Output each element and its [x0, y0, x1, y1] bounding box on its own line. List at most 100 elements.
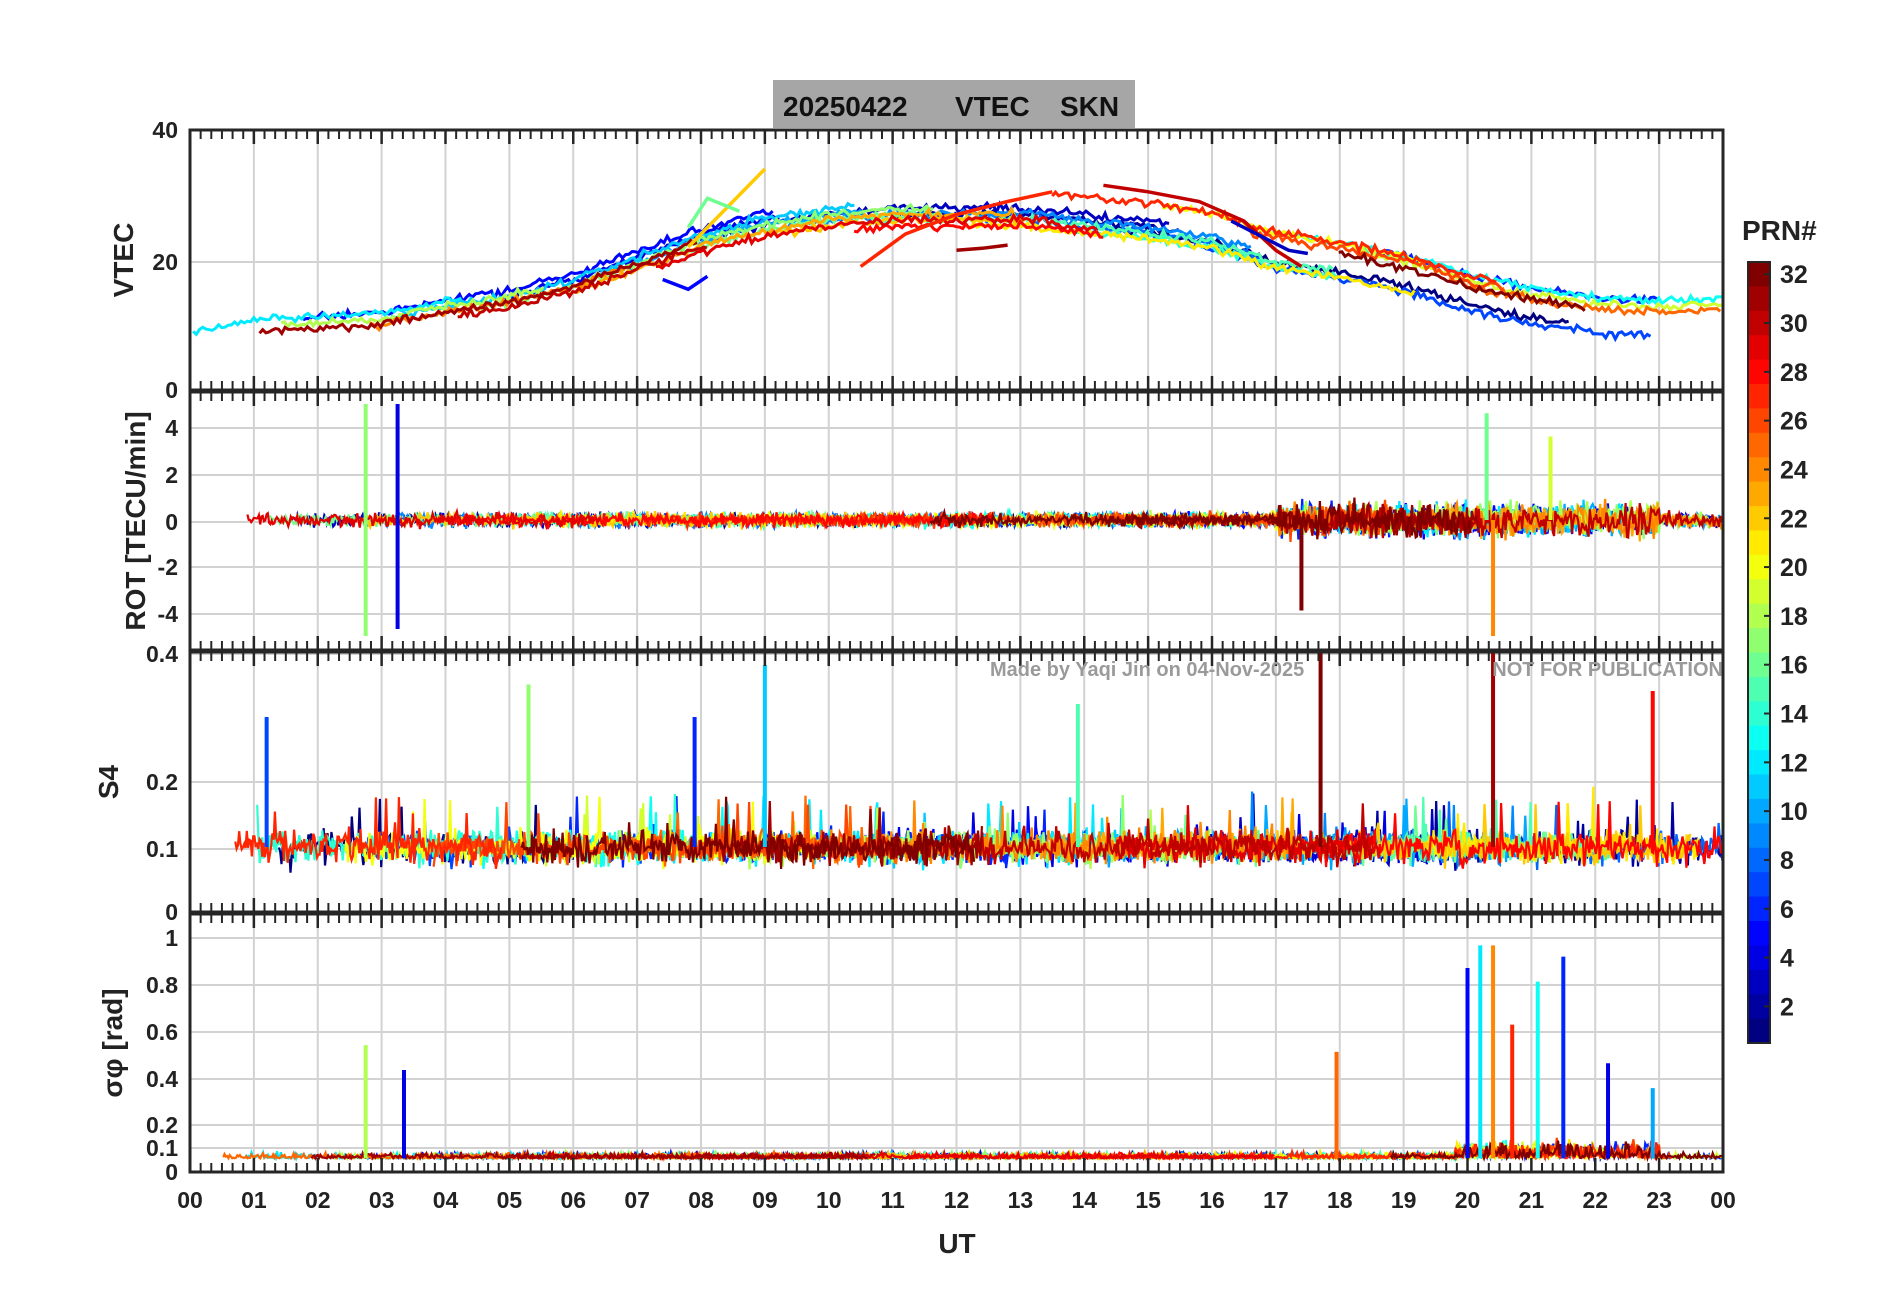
s4-panel: 0 0.1 0.2 0.4 S4: [93, 641, 1725, 925]
series-line: [956, 243, 1008, 253]
colorbar-tick-label: 6: [1780, 896, 1794, 924]
y-tick-label: 0.8: [146, 972, 178, 998]
panel-series: [222, 945, 1723, 1163]
x-tick-label: 19: [1391, 1187, 1417, 1213]
series-line: [1359, 246, 1722, 313]
colorbar-segment: [1748, 603, 1770, 629]
panel-series: [246, 404, 1723, 636]
series-line: [686, 196, 740, 229]
x-tick-label: 02: [305, 1187, 331, 1213]
colorbar-segment: [1748, 945, 1770, 971]
x-tick-label: 03: [369, 1187, 395, 1213]
title-date: 20250422: [783, 91, 908, 122]
x-tick-label: 12: [944, 1187, 970, 1213]
x-tick-label: 20: [1455, 1187, 1481, 1213]
y-tick-label: -2: [158, 554, 178, 580]
x-tick-label: 01: [241, 1187, 267, 1213]
y-tick-label: 40: [152, 117, 178, 143]
y-tick-label: 0: [165, 509, 178, 535]
colorbar-segment: [1748, 920, 1770, 946]
vtec-panel: 0 20 40 VTEC: [108, 117, 1725, 403]
y-tick-label: 4: [165, 415, 178, 441]
colorbar-tick-label: 14: [1780, 701, 1808, 729]
colorbar-segment: [1748, 335, 1770, 361]
x-tick-label: 21: [1519, 1187, 1545, 1213]
colorbar-segment: [1748, 994, 1770, 1020]
watermark: Made by Yaqi Jin on 04-Nov-2025 NOT FOR …: [990, 659, 1723, 681]
x-tick-label: 09: [752, 1187, 778, 1213]
y-tick-label: 2: [165, 462, 178, 488]
y-axis-label: σφ [rad]: [97, 988, 128, 1097]
y-tick-label: 0.4: [146, 641, 178, 667]
y-tick-label: 20: [152, 249, 178, 275]
series-line: [457, 245, 708, 319]
x-tick-label: 14: [1071, 1187, 1097, 1213]
series-line: [390, 201, 855, 320]
colorbar-segment: [1748, 896, 1770, 922]
y-tick-label: -4: [158, 601, 179, 627]
colorbar-segment: [1748, 872, 1770, 898]
colorbar-tick-label: 18: [1780, 603, 1808, 631]
series-line: [567, 205, 1017, 296]
colorbar-segment: [1748, 652, 1770, 678]
colorbar-segment: [1748, 384, 1770, 409]
colorbar-segment: [1748, 847, 1770, 873]
rot-panel: -4 -2 0 2 4 ROT [TECU/min]: [120, 390, 1725, 652]
series-line: [917, 803, 1373, 868]
x-tick-label: 05: [497, 1187, 523, 1213]
colorbar-segment: [1748, 432, 1770, 458]
series-line: [280, 285, 545, 330]
panel-series: [192, 167, 1723, 343]
colorbar-tick-label: 10: [1780, 798, 1808, 826]
y-tick-label: 0.4: [146, 1066, 178, 1092]
x-tick-label: 17: [1263, 1187, 1289, 1213]
colorbar-title: PRN#: [1742, 215, 1817, 246]
title-quantity: VTEC: [955, 91, 1030, 122]
series-line: [655, 212, 1098, 270]
series-line: [929, 497, 1472, 540]
colorbar-segment: [1748, 554, 1770, 580]
y-tick-label: 0.6: [146, 1019, 178, 1045]
title-background: [773, 80, 1135, 128]
colorbar-frame: [1747, 261, 1771, 1044]
series-line: [258, 238, 698, 337]
panel-ticks: [188, 392, 1725, 650]
colorbar-tick-label: 2: [1780, 993, 1794, 1021]
series-line: [853, 218, 1104, 239]
colorbar-segment: [1748, 798, 1770, 824]
watermark-author: Made by Yaqi Jin on 04-Nov-2025: [990, 659, 1304, 681]
colorbar-tick-label: 32: [1780, 261, 1808, 289]
y-tick-label: 1: [165, 925, 178, 951]
x-tick-label: 00: [177, 1187, 203, 1213]
colorbar-tick-label: 24: [1780, 456, 1808, 484]
y-tick-label: 0.2: [146, 1112, 178, 1138]
colorbar-segment: [1748, 286, 1770, 312]
series-line: [1115, 805, 1381, 869]
colorbar-tick-label: 22: [1780, 505, 1808, 533]
x-tick-label: 23: [1646, 1187, 1672, 1213]
panel-grid: [190, 129, 1723, 391]
colorbar-tick-label: 16: [1780, 652, 1808, 680]
series-line: [1389, 1140, 1723, 1163]
series-line: [662, 274, 709, 292]
x-tick-label: 10: [816, 1187, 842, 1213]
series-line: [1103, 183, 1303, 268]
series-line: [1230, 219, 1309, 256]
y-tick-label: 0.2: [146, 769, 178, 795]
colorbar-segment: [1748, 579, 1770, 605]
x-tick-label: 04: [433, 1187, 459, 1213]
series-line: [1051, 189, 1497, 284]
x-tick-label: 00: [1710, 1187, 1736, 1213]
x-axis: 00 01 02 03 04 05 06 07 08 09 10 11 12 13 14 15 16 17 18 19…: [177, 1187, 1736, 1213]
colorbar-segment: [1748, 530, 1770, 556]
colorbar-segment: [1748, 725, 1770, 751]
panel-ticks: [188, 652, 1725, 912]
colorbar-segment: [1748, 628, 1770, 653]
y-tick-label: 0: [165, 377, 178, 403]
x-tick-label: 22: [1582, 1187, 1608, 1213]
x-tick-label: 11: [880, 1187, 905, 1213]
panel-series: [234, 652, 1723, 873]
colorbar-segment: [1748, 310, 1770, 336]
colorbar-segment: [1748, 481, 1770, 507]
